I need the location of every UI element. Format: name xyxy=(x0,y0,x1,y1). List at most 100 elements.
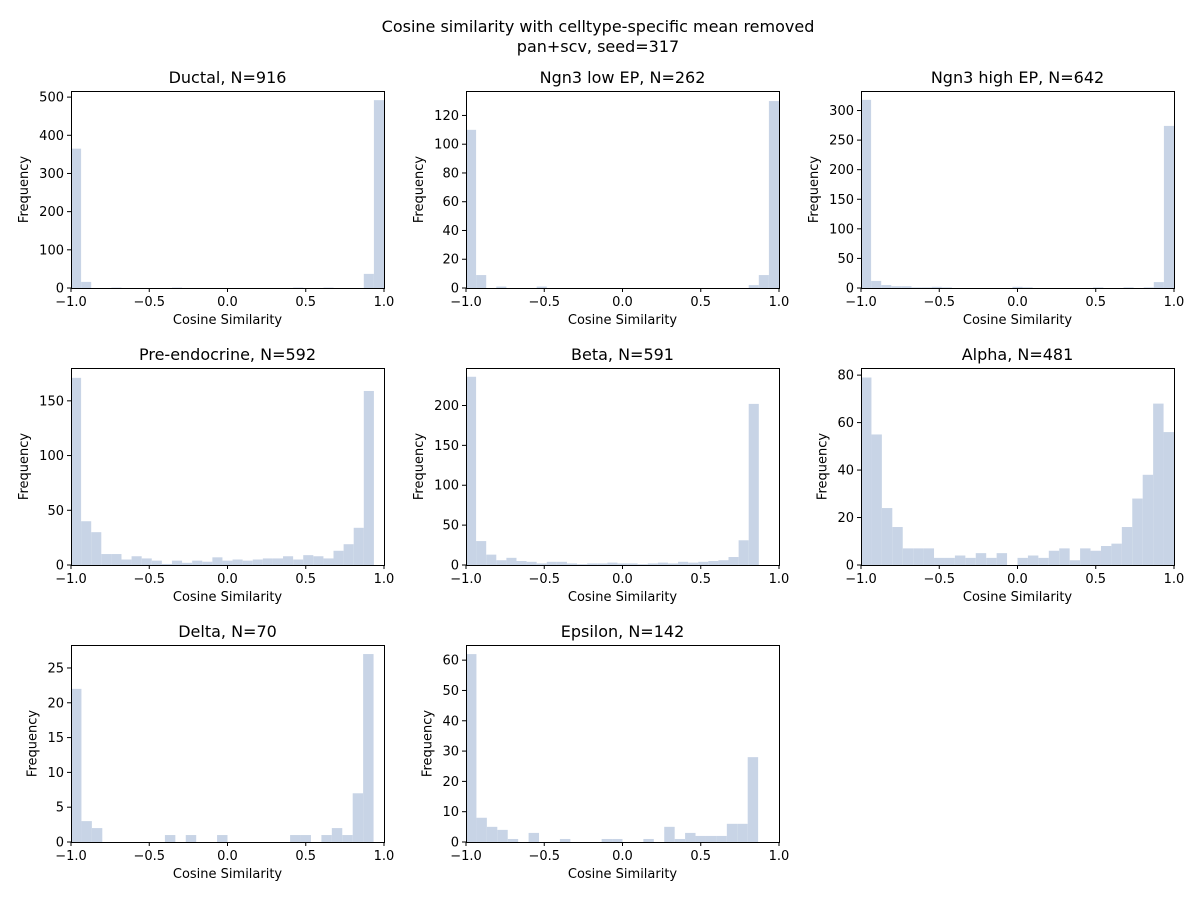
histogram-bar xyxy=(363,390,374,565)
x-tick-label: −1.0 xyxy=(55,849,87,864)
y-tick-label: 0 xyxy=(56,559,64,574)
histogram-bar xyxy=(1163,432,1174,565)
histogram-bar xyxy=(290,835,301,842)
y-tick-label: 500 xyxy=(39,91,64,106)
histogram-bar xyxy=(718,560,729,565)
histogram-bar xyxy=(131,556,142,565)
histogram-bar xyxy=(902,548,914,565)
histogram-bar xyxy=(262,558,273,565)
histogram-bar xyxy=(71,688,82,842)
histogram-bar xyxy=(965,557,976,565)
axes-frame xyxy=(466,368,780,566)
panel-title: Delta, N=70 xyxy=(178,622,277,641)
y-tick-label: 5 xyxy=(56,801,64,816)
histogram-bar xyxy=(323,558,334,565)
x-tick-label: 0.5 xyxy=(690,295,711,310)
histogram-panel: −1.0 −0.5 0.0 0.5 1.0 0 10 20 30 40 50 60 Epsilon, N… xyxy=(420,622,789,882)
y-tick-label: 200 xyxy=(39,205,64,220)
histogram-bar xyxy=(1111,543,1122,565)
x-axis-label: Cosine Similarity xyxy=(173,867,283,882)
x-tick-label: 1.0 xyxy=(769,849,790,864)
x-tick-label: −0.5 xyxy=(528,572,560,587)
x-tick-label: 0.5 xyxy=(295,572,316,587)
histogram-bar xyxy=(1048,550,1060,565)
histogram-bar xyxy=(161,563,172,565)
histogram-bar xyxy=(516,561,527,565)
histogram-bar xyxy=(546,561,557,565)
y-tick-label: 40 xyxy=(837,464,854,479)
y-tick-label: 80 xyxy=(837,369,854,384)
x-tick-label: 0.5 xyxy=(690,849,711,864)
histogram-bar xyxy=(536,563,547,565)
y-tick-label: 150 xyxy=(434,439,459,454)
histogram-bar xyxy=(232,559,243,565)
histogram-bar xyxy=(333,550,344,565)
histogram-bar xyxy=(747,757,759,842)
panel-title: Pre-endocrine, N=592 xyxy=(139,345,316,364)
histogram-bar xyxy=(497,829,508,842)
y-axis-label: Frequency xyxy=(17,156,32,223)
axes-frame xyxy=(466,91,780,289)
histogram-bar xyxy=(892,527,903,565)
histogram-panel: −1.0 −0.5 0.0 0.5 1.0 0 20 40 60 80 Alpha, N=481 Co… xyxy=(815,345,1184,605)
y-tick-label: 300 xyxy=(39,167,64,182)
histogram-bar xyxy=(716,835,727,842)
histogram-bar xyxy=(506,557,517,565)
y-tick-label: 300 xyxy=(829,104,854,119)
histogram-bar xyxy=(81,821,92,842)
y-axis-label: Frequency xyxy=(420,710,435,777)
histogram-bar xyxy=(526,561,537,565)
histogram-bar xyxy=(466,376,477,565)
histogram-bar xyxy=(678,561,689,565)
histogram-bar xyxy=(476,275,487,288)
histogram-bar xyxy=(363,654,374,842)
histogram-bar xyxy=(343,544,354,565)
axes-frame xyxy=(71,645,385,843)
histogram-bar xyxy=(688,562,699,565)
histogram-bar xyxy=(363,273,374,288)
y-tick-label: 40 xyxy=(442,224,459,239)
y-tick-label: 100 xyxy=(829,222,854,237)
histogram-bar xyxy=(300,835,311,842)
y-tick-label: 50 xyxy=(837,252,854,267)
histogram-bar xyxy=(577,564,588,565)
x-tick-label: 1.0 xyxy=(374,295,395,310)
x-tick-label: −1.0 xyxy=(55,295,87,310)
histogram-bar xyxy=(476,817,487,842)
x-tick-label: 1.0 xyxy=(1164,295,1185,310)
histogram-bar xyxy=(1080,548,1091,565)
histogram-bar xyxy=(1017,557,1028,565)
histogram-bar xyxy=(944,557,955,565)
y-tick-label: 0 xyxy=(56,836,64,851)
y-tick-label: 60 xyxy=(442,195,459,210)
histogram-bar xyxy=(242,560,253,565)
histogram-bar xyxy=(871,434,882,565)
histogram-bar xyxy=(121,559,132,565)
x-tick-label: 0.5 xyxy=(1085,295,1106,310)
histogram-bar xyxy=(685,832,696,842)
histogram-bar xyxy=(1121,527,1133,565)
histogram-bar xyxy=(871,280,882,288)
x-tick-label: −0.5 xyxy=(923,572,955,587)
histogram-bar xyxy=(486,554,497,565)
histogram-bar xyxy=(91,532,102,565)
histogram-bar xyxy=(738,540,749,565)
histogram-bar xyxy=(861,99,872,288)
axes-frame xyxy=(71,91,385,289)
x-tick-label: 0.5 xyxy=(1085,572,1106,587)
histogram-bar xyxy=(695,835,706,842)
histogram-bar xyxy=(1069,560,1081,565)
x-axis-label: Cosine Similarity xyxy=(963,590,1073,605)
histogram-bar xyxy=(647,563,658,565)
histogram-panel: −1.0 −0.5 0.0 0.5 1.0 0 5 10 15 20 25 Delta, N=70 Co… xyxy=(25,622,394,882)
histogram-bar xyxy=(496,560,507,565)
x-tick-label: −1.0 xyxy=(845,295,877,310)
axes-frame xyxy=(861,91,1175,289)
histogram-bar xyxy=(1132,498,1143,565)
histogram-bar xyxy=(748,403,759,565)
histogram-bar xyxy=(643,838,654,842)
histogram-bar xyxy=(352,793,364,842)
x-tick-label: 1.0 xyxy=(769,572,790,587)
histogram-bar xyxy=(698,561,709,565)
x-tick-label: −0.5 xyxy=(133,295,165,310)
